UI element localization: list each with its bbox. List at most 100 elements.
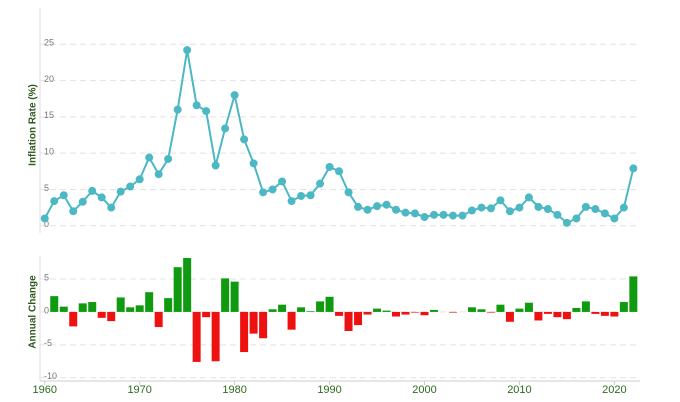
point — [221, 124, 230, 133]
point — [458, 211, 467, 220]
point — [496, 196, 505, 205]
point — [429, 210, 438, 219]
point — [202, 107, 211, 116]
point — [600, 209, 609, 218]
bar — [325, 296, 334, 312]
point — [524, 193, 533, 202]
bar — [629, 276, 638, 312]
point — [154, 170, 163, 179]
point — [572, 214, 581, 223]
point — [230, 91, 239, 100]
bar — [88, 302, 97, 312]
point — [581, 202, 590, 211]
bar — [591, 311, 600, 314]
y-axis-label: Annual Change — [28, 275, 39, 349]
point — [116, 187, 125, 196]
bar — [335, 311, 344, 316]
bar — [401, 311, 410, 315]
bar — [467, 307, 476, 312]
bar — [202, 311, 211, 318]
point — [411, 209, 419, 218]
bar — [173, 267, 182, 312]
bar — [392, 311, 401, 317]
bar — [126, 307, 135, 312]
bar — [240, 311, 249, 353]
bar — [97, 311, 106, 318]
point — [610, 214, 619, 223]
bar — [230, 281, 239, 312]
point — [50, 197, 59, 206]
y-tick-label: 20 — [44, 74, 54, 84]
bar — [505, 311, 514, 322]
point — [126, 182, 135, 191]
point — [135, 175, 144, 184]
point — [78, 197, 87, 206]
point — [534, 202, 543, 211]
y-tick-label: 0 — [44, 305, 49, 315]
bar — [581, 301, 590, 312]
point — [553, 210, 562, 219]
point — [183, 46, 192, 55]
bar — [297, 307, 306, 312]
line — [43, 49, 635, 225]
point — [192, 101, 201, 110]
bar — [268, 309, 277, 312]
point — [107, 203, 116, 212]
bar — [278, 304, 287, 312]
bar — [107, 311, 116, 322]
bar — [50, 296, 59, 312]
point — [591, 205, 600, 214]
point — [211, 161, 220, 170]
y-tick-label: -5 — [44, 338, 52, 348]
point — [363, 205, 372, 214]
y-tick-label: 0 — [44, 219, 49, 229]
point — [448, 211, 457, 220]
bar — [411, 311, 419, 313]
bar — [562, 311, 571, 320]
bar — [363, 311, 372, 315]
bar — [211, 311, 220, 362]
point — [297, 191, 306, 200]
bar — [259, 311, 268, 339]
point — [97, 193, 106, 202]
point — [382, 200, 391, 209]
y-axis-label: Inflation Rate (%) — [28, 84, 39, 166]
bar — [116, 297, 125, 312]
y-tick-label: -10 — [44, 371, 57, 381]
bar — [553, 311, 562, 318]
bar — [619, 302, 628, 312]
bar — [287, 311, 296, 330]
point — [306, 191, 315, 200]
point — [240, 135, 249, 144]
bar — [543, 311, 552, 314]
x-tick-label: 1970 — [127, 384, 151, 396]
y-tick-label: 10 — [44, 147, 54, 157]
bar — [249, 311, 258, 334]
bar — [59, 306, 68, 312]
bar — [69, 311, 78, 327]
point — [69, 207, 78, 216]
bar — [373, 308, 382, 312]
x-tick-label: 1980 — [222, 384, 246, 396]
point — [164, 154, 173, 163]
point — [88, 186, 97, 195]
point — [259, 188, 268, 197]
point — [354, 202, 363, 211]
point — [59, 191, 68, 200]
bar — [354, 311, 363, 326]
bar — [306, 311, 315, 312]
bar — [486, 311, 495, 313]
bar — [154, 311, 163, 328]
bar — [221, 278, 230, 312]
x-tick-label: 2020 — [602, 384, 626, 396]
point — [392, 205, 401, 214]
bar — [496, 304, 505, 312]
x-tick-label: 2000 — [412, 384, 436, 396]
point — [486, 204, 495, 213]
point — [420, 213, 429, 222]
point — [629, 164, 638, 173]
point — [335, 167, 344, 176]
point — [145, 153, 154, 162]
point — [439, 210, 448, 219]
